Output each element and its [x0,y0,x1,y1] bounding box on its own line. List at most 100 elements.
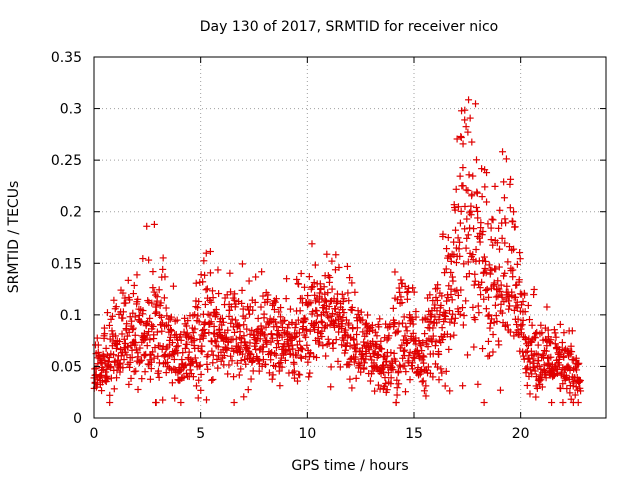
data-point [370,350,378,358]
data-point [530,285,538,293]
data-point [486,319,494,327]
data-point [353,340,361,348]
data-point [432,293,440,301]
data-point [490,279,498,287]
data-point [450,238,458,246]
data-point [263,340,271,348]
data-point [147,358,155,366]
data-point [272,351,280,359]
data-point [239,350,247,358]
data-point [406,376,414,384]
data-point [500,194,508,202]
data-point [362,350,370,358]
data-point [408,315,416,323]
data-point [571,391,579,399]
data-point [543,303,551,311]
data-point [378,345,386,353]
data-point [365,346,373,354]
y-axis-label: SRMTID / TECUs [6,181,22,294]
data-point [351,344,359,352]
data-point [547,353,555,361]
data-point [150,331,158,339]
data-point [218,314,226,322]
data-point [480,253,488,261]
data-point [102,344,110,352]
data-point [407,314,415,322]
data-point [272,295,280,303]
data-point [392,399,400,407]
data-point [424,343,432,351]
data-point [558,339,566,347]
data-point [575,359,583,367]
data-point [492,293,500,301]
x-axis: 0 5 10 15 20 [90,57,530,442]
data-point [336,363,344,371]
data-point [189,329,197,337]
data-point [401,346,409,354]
data-point [322,352,330,360]
data-point [472,203,480,211]
data-point [214,352,222,360]
data-point [230,296,238,304]
data-point [564,362,572,370]
data-point [540,361,548,369]
data-point [338,320,346,328]
data-point [304,358,312,366]
data-point [245,277,253,285]
data-point [408,365,416,373]
data-point [317,317,325,325]
data-point [445,345,453,353]
data-point [463,215,471,223]
data-point [523,381,531,389]
data-point [555,361,563,369]
data-point [491,301,499,309]
data-point [489,241,497,249]
data-point [459,182,467,190]
data-point [573,366,581,374]
data-point [568,348,576,356]
data-point [444,234,452,242]
data-point [487,224,495,232]
data-point [93,334,101,342]
data-point [450,319,458,327]
data-point [164,321,172,329]
data-point [324,289,332,297]
data-point [374,350,382,358]
data-point [403,295,411,303]
data-point [420,387,428,395]
data-point [240,332,248,340]
data-point [426,369,434,377]
x-tick-label: 5 [196,426,205,442]
data-point [259,292,267,300]
data-point [276,359,284,367]
data-point [566,389,574,397]
data-point [374,351,382,359]
data-point [222,345,230,353]
data-point [483,198,491,206]
data-point [442,367,450,375]
data-point [510,332,518,340]
data-point [494,277,502,285]
data-point [293,275,301,283]
data-point [478,165,486,173]
data-point [323,322,331,330]
data-point [210,330,218,338]
data-point [202,249,210,257]
data-point [345,361,353,369]
data-point [375,323,383,331]
data-point [214,266,222,274]
data-point [108,327,116,335]
data-point [313,354,321,362]
data-point [230,399,238,407]
data-point [397,276,405,284]
data-points [90,96,585,407]
data-point [318,319,326,327]
data-point [419,352,427,360]
data-point [153,328,161,336]
data-point [462,123,470,131]
data-point [447,257,455,265]
data-point [231,328,239,336]
data-point [550,370,558,378]
data-point [305,373,313,381]
